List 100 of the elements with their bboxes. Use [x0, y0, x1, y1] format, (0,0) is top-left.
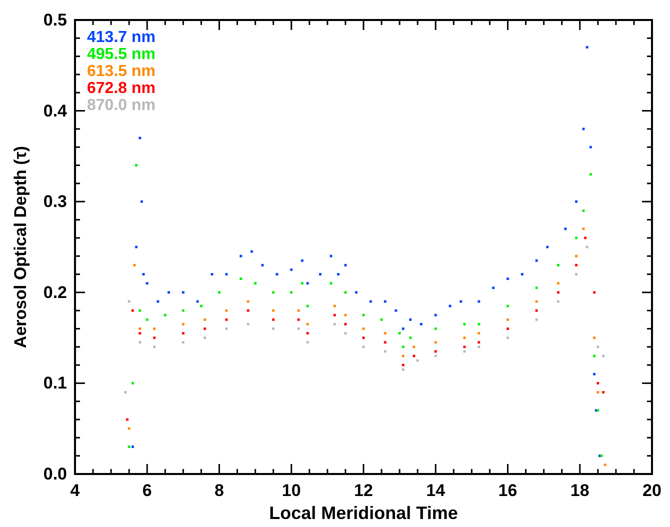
x-tick-label: 20: [642, 481, 662, 500]
point: [128, 427, 130, 430]
point: [333, 314, 336, 316]
y-tick-label: 0.2: [43, 282, 67, 302]
point: [138, 327, 142, 330]
point: [146, 318, 148, 321]
point: [434, 341, 437, 344]
text: 672.8 nm: [87, 80, 156, 97]
point: [246, 309, 250, 312]
y-tick-label: 0.5: [43, 10, 67, 30]
point: [478, 346, 480, 348]
point: [344, 291, 347, 294]
point: [380, 318, 383, 321]
point: [384, 350, 386, 353]
point: [535, 259, 538, 262]
point: [593, 354, 596, 358]
point: [402, 364, 404, 366]
point: [131, 309, 134, 312]
point: [330, 282, 332, 285]
x-axis-title: Local Meridional Time: [269, 503, 458, 523]
point: [384, 341, 386, 344]
point: [240, 254, 242, 258]
point: [584, 236, 587, 240]
point: [297, 309, 300, 312]
text: 495.5 nm: [87, 46, 156, 63]
point: [602, 391, 605, 394]
point: [593, 291, 596, 294]
point: [297, 327, 300, 330]
x-tick-label: 14: [426, 481, 446, 500]
y-axis-title: Aerosol Optical Depth (τ): [11, 146, 30, 348]
point: [297, 318, 300, 321]
point: [138, 309, 142, 312]
point: [135, 164, 138, 167]
point: [394, 309, 398, 312]
point: [434, 314, 437, 316]
point: [409, 318, 412, 321]
point: [306, 341, 309, 344]
point: [164, 314, 166, 316]
point: [246, 322, 250, 326]
point: [272, 318, 275, 321]
point: [589, 173, 592, 176]
point: [182, 341, 184, 344]
point: [182, 322, 184, 326]
point: [250, 250, 253, 253]
point: [355, 291, 358, 294]
point: [182, 291, 184, 294]
point: [402, 368, 404, 371]
point: [593, 336, 596, 340]
x-tick-label: 6: [142, 481, 152, 500]
point: [333, 322, 336, 326]
text: 613.5 nm: [87, 63, 156, 80]
point: [596, 346, 600, 348]
point: [153, 346, 156, 348]
point: [602, 354, 605, 358]
point: [344, 314, 347, 316]
point: [535, 286, 538, 290]
point: [138, 341, 142, 344]
x-tick-label: 8: [214, 481, 224, 500]
point: [402, 327, 404, 330]
point: [589, 146, 592, 148]
point: [272, 291, 275, 294]
point: [604, 464, 606, 466]
point: [434, 327, 437, 330]
y-tick-label: 0.4: [43, 101, 68, 120]
point: [140, 200, 143, 203]
point: [138, 136, 142, 140]
point: [225, 327, 228, 330]
point: [204, 318, 206, 321]
x-tick-label: 18: [570, 481, 590, 500]
point: [596, 391, 600, 394]
point: [596, 382, 600, 384]
point: [153, 336, 156, 340]
y-tick-label: 0.1: [43, 374, 67, 393]
point: [492, 286, 495, 290]
point: [330, 254, 332, 258]
point: [300, 282, 304, 285]
point: [434, 350, 437, 353]
point: [300, 259, 304, 262]
text: 413.7 nm: [87, 29, 156, 46]
point: [478, 322, 480, 326]
point: [593, 372, 596, 376]
point: [131, 382, 134, 384]
point: [402, 354, 404, 358]
x-tick-label: 12: [354, 481, 373, 500]
point: [182, 309, 184, 312]
point: [204, 327, 206, 330]
x-tick-label: 16: [498, 481, 518, 500]
point: [402, 346, 404, 348]
point: [240, 278, 242, 280]
point: [204, 336, 206, 340]
point: [290, 268, 293, 271]
point: [535, 309, 538, 312]
point: [290, 291, 293, 294]
text: 870.0 nm: [87, 97, 156, 114]
y-tick-label: 0.0: [43, 464, 67, 484]
point: [344, 322, 347, 326]
point: [225, 318, 228, 321]
point: [535, 318, 538, 321]
x-tick-label: 4: [70, 481, 80, 500]
point: [272, 327, 275, 330]
